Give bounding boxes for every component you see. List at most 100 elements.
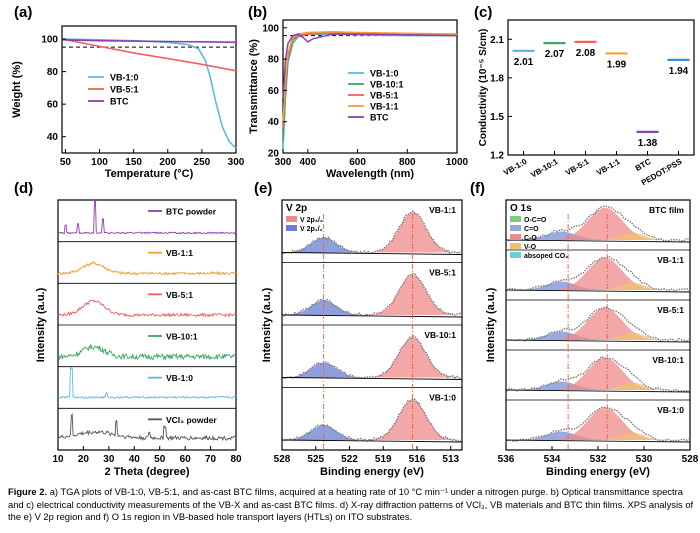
chart-c-value-label: 2.01 xyxy=(514,57,534,68)
chart-f-legend-label: O-C=O xyxy=(524,217,547,224)
chart-f-legend-label: absoped CO₂ xyxy=(524,253,568,260)
chart-f-component xyxy=(506,331,690,340)
chart-b-xtick-label: 400 xyxy=(300,157,317,168)
chart-b-ytick-label: 20 xyxy=(268,149,280,160)
chart-f-raw-data xyxy=(505,355,691,393)
chart-f-raw-data xyxy=(505,305,691,343)
chart-b-transmittance: 300 400 600 800 1000 20 40 60 80 100 Wavelength (n… xyxy=(248,19,469,180)
chart-c-category-label: VB-1:1 xyxy=(595,157,622,178)
chart-f-component xyxy=(506,357,690,390)
chart-f-component xyxy=(506,282,690,290)
chart-e-xtick-label: 528 xyxy=(274,454,291,465)
chart-b-legend-label: VB-5:1 xyxy=(370,91,399,101)
chart-e-sample-label: VB-10:1 xyxy=(424,330,456,340)
chart-d-series-VB-5:1 xyxy=(57,299,237,318)
chart-f-ylabel: Intensity (a.u.) xyxy=(485,287,497,362)
chart-b-legend-label: VB-1:1 xyxy=(370,102,399,112)
chart-b-xtick-label: 600 xyxy=(349,157,366,168)
chart-e-sample-label: VB-1:1 xyxy=(429,205,456,215)
chart-c-category-label: VB-1:0 xyxy=(502,157,529,178)
chart-f-component xyxy=(506,407,690,440)
chart-b-legend-label: VB-1:0 xyxy=(370,69,399,79)
chart-a-legend-label: BTC xyxy=(110,97,129,107)
panel-label-d: (d) xyxy=(14,180,34,197)
chart-e-xtick-label: 519 xyxy=(375,454,392,465)
chart-a-legend-label: VB-1:0 xyxy=(110,73,139,83)
chart-f-component xyxy=(506,431,690,440)
chart-f-legend-swatch xyxy=(510,234,521,240)
chart-a-ytick-label: 60 xyxy=(47,100,59,111)
chart-e-raw-data xyxy=(281,397,463,443)
chart-e-raw-data xyxy=(281,210,463,255)
chart-b-ytick-label: 80 xyxy=(268,55,280,66)
chart-e-sample-label: VB-1:0 xyxy=(429,393,456,403)
chart-a-ytick-label: 100 xyxy=(41,35,58,46)
chart-d-series-VB-10:1 xyxy=(57,344,237,361)
chart-b-legend-label: VB-10:1 xyxy=(370,80,404,90)
chart-f-title: O 1s xyxy=(510,203,532,214)
chart-d-xlabel: 2 Theta (degree) xyxy=(105,466,190,478)
chart-f-background xyxy=(505,239,691,243)
chart-c-value-label: 1.94 xyxy=(669,66,689,77)
chart-e-component xyxy=(282,274,462,315)
chart-c-frame xyxy=(507,19,695,156)
chart-d-series-BTC powder xyxy=(57,198,237,235)
chart-e-xtick-label: 522 xyxy=(341,454,358,465)
caption-lead: Figure 2. xyxy=(8,486,48,497)
chart-e-legend-swatch xyxy=(286,216,297,222)
chart-d-xtick-label: 20 xyxy=(78,454,90,465)
chart-f-xtick-label: 534 xyxy=(544,454,561,465)
chart-e-component xyxy=(282,425,462,440)
chart-d-xtick-label: 10 xyxy=(52,454,64,465)
chart-f-component xyxy=(506,382,690,390)
panel-label-f: (f) xyxy=(470,180,485,197)
chart-c-value-label: 2.07 xyxy=(545,49,565,60)
chart-f-sample-label: VB-5:1 xyxy=(657,305,684,315)
chart-e-xlabel: Binding energy (eV) xyxy=(320,466,424,478)
chart-e-background xyxy=(281,252,463,255)
chart-a-legend-label: VB-5:1 xyxy=(110,85,139,95)
chart-a-ylabel: Weight (%) xyxy=(11,61,23,118)
chart-f-legend-swatch xyxy=(510,243,521,249)
chart-e-legend-swatch xyxy=(286,225,297,231)
chart-e-ylabel: Intensity (a.u.) xyxy=(261,287,273,362)
chart-e-background xyxy=(281,377,463,380)
chart-a-series-BTC xyxy=(61,39,237,44)
chart-a-frame xyxy=(61,25,237,154)
chart-f-legend-swatch xyxy=(510,225,521,231)
chart-e-component xyxy=(282,212,462,253)
chart-c-ytick-label: 1.5 xyxy=(490,112,504,123)
chart-e-legend-label: V 2p₃/₂ xyxy=(300,217,323,224)
chart-b-ylabel: Transmittance (%) xyxy=(248,39,260,134)
chart-f-component xyxy=(506,257,690,290)
chart-b-xtick-label: 1000 xyxy=(446,157,469,168)
chart-d-series-VCl3 powder xyxy=(57,412,237,442)
chart-f-raw-data xyxy=(505,255,691,292)
chart-f-sample-label: BTC film xyxy=(649,205,684,215)
chart-f-component xyxy=(506,381,690,390)
chart-c-value-label: 1.38 xyxy=(638,138,658,149)
chart-f-sample-label: VB-1:1 xyxy=(657,255,684,265)
chart-a-series-VB-5:1 xyxy=(61,38,237,72)
chart-f-xtick-label: 530 xyxy=(636,454,653,465)
chart-c-ytick-label: 1.8 xyxy=(490,73,504,84)
chart-c-value-label: 2.08 xyxy=(576,48,596,59)
chart-b-series-VB-1:1 xyxy=(282,30,458,122)
chart-f-sample-label: VB-10:1 xyxy=(652,355,684,365)
chart-d-series-VB-1:0 xyxy=(57,367,237,399)
panel-label-e: (e) xyxy=(254,180,273,197)
chart-f-xlabel: Binding energy (eV) xyxy=(546,466,650,478)
chart-f-component xyxy=(506,231,690,240)
chart-f-raw-data xyxy=(505,406,691,442)
chart-c-ytick-label: 1.2 xyxy=(490,151,504,162)
chart-e-component xyxy=(282,399,462,440)
chart-e-raw-data xyxy=(282,272,463,317)
chart-f-background xyxy=(505,439,691,443)
chart-c-category-label: VB-10:1 xyxy=(529,157,560,180)
chart-d-xtick-label: 80 xyxy=(230,454,242,465)
chart-c-value-label: 1.99 xyxy=(607,59,627,70)
chart-f-xps-o1s: BTC film VB-1:1 VB-5:1 VB-10:1 VB-1:0 536 534 5… xyxy=(485,199,699,478)
chart-e-xtick-label: 516 xyxy=(409,454,426,465)
